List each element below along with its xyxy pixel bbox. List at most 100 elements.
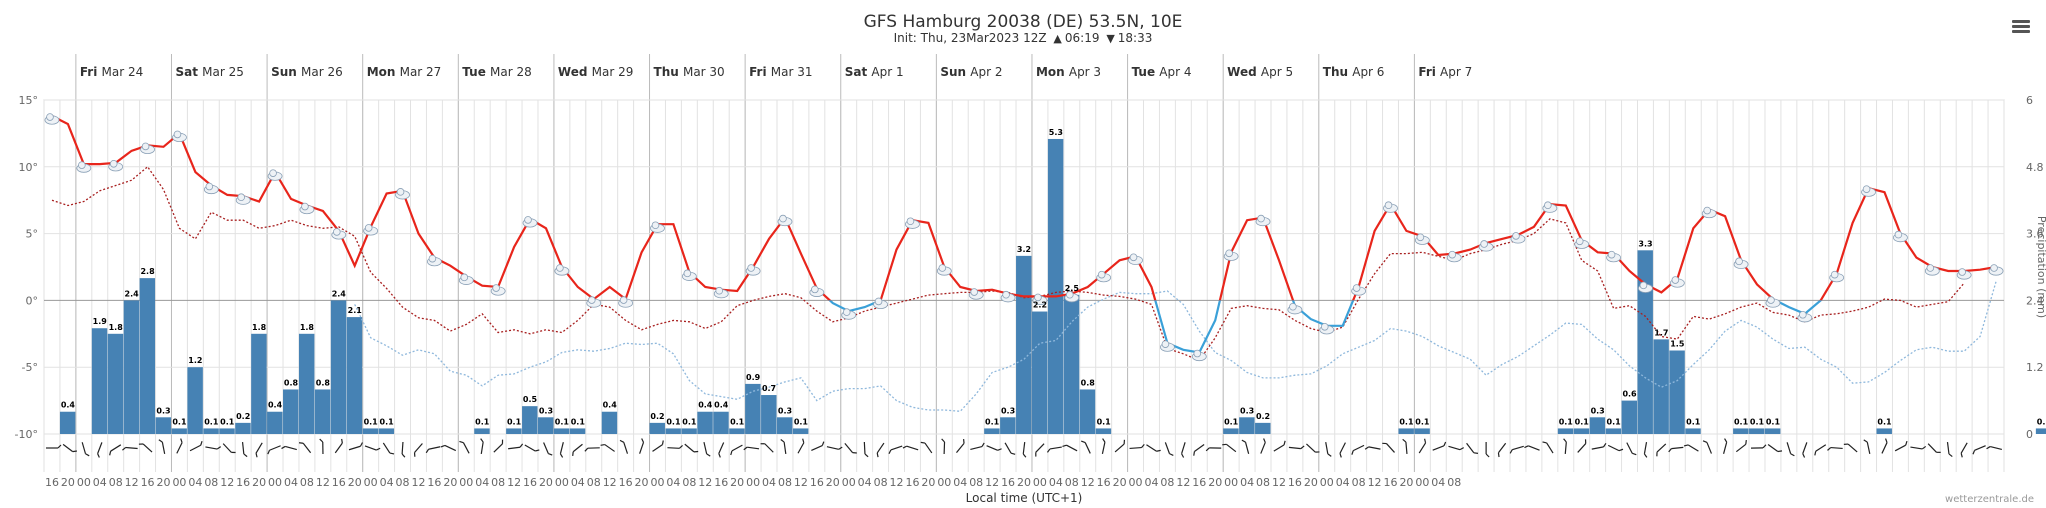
wind-arrow-icon <box>780 439 787 455</box>
wind-arrow-icon <box>1668 446 1684 453</box>
weather-symbol-icon <box>1924 264 1940 276</box>
credit-text: wetterzentrale.de <box>1945 494 2034 505</box>
precip-bar-label: 0.1 <box>1399 417 1414 426</box>
precip-bar-label: 0.9 <box>746 373 761 382</box>
precip-bar <box>649 422 665 434</box>
day-label: Sun Apr 2 <box>940 65 1002 79</box>
precip-bar <box>745 383 761 434</box>
day-label: Sun Mar 26 <box>271 65 343 79</box>
precip-bar <box>1876 428 1892 434</box>
wind-arrow-icon <box>493 439 504 453</box>
weather-symbol-icon <box>745 264 761 276</box>
precip-bar-label: 1.2 <box>188 356 202 365</box>
precip-bar <box>537 417 554 434</box>
wind-arrow-icon <box>298 442 312 454</box>
wind-arrow-icon <box>667 445 683 449</box>
hour-tick-label: 16 <box>1001 476 1015 489</box>
precip-bar <box>123 300 140 434</box>
wind-arrow-icon <box>1750 444 1767 449</box>
wind-arrow-icon <box>1542 441 1554 454</box>
precip-bar <box>1000 417 1016 434</box>
weather-symbol-icon <box>841 308 857 320</box>
weather-symbol-icon <box>1351 284 1367 296</box>
weather-symbol-icon <box>681 269 697 281</box>
wind-arrow-icon <box>267 445 281 455</box>
weather-symbol-icon <box>1287 302 1303 315</box>
hour-tick-label: 00 <box>1320 476 1334 489</box>
x-axis-title: Local time (UTC+1) <box>966 491 1083 505</box>
precip-bar-label: 0.3 <box>1591 406 1605 415</box>
precip-bar <box>681 428 697 434</box>
precip-bar <box>729 428 745 434</box>
precip-bar <box>91 328 108 434</box>
precip-bar-label: 0.1 <box>571 417 586 426</box>
wind-arrow-icon <box>189 441 203 452</box>
precip-bar <box>314 389 331 434</box>
precip-bar-label: 0.1 <box>1766 417 1781 426</box>
weather-symbol-icon <box>1446 250 1462 263</box>
wind-arrow-icon <box>1288 445 1305 450</box>
hour-tick-label: 00 <box>364 476 378 489</box>
precip-bar <box>1079 389 1096 434</box>
precip-bar <box>713 411 729 434</box>
hour-tick-label: 04 <box>858 476 872 489</box>
wind-arrow-icon <box>1402 438 1408 455</box>
wind-arrow-icon <box>334 438 343 454</box>
wind-arrow-icon <box>480 438 484 455</box>
precip-bar <box>1669 350 1685 434</box>
hour-tick-label: 16 <box>236 476 250 489</box>
wind-arrow-icon <box>1114 439 1126 453</box>
weather-symbol-icon <box>235 193 251 205</box>
precip-bar <box>569 428 586 434</box>
hour-tick-label: 08 <box>778 476 792 489</box>
precip-bar-label: 0.1 <box>204 417 219 426</box>
wind-arrow-icon <box>652 440 664 452</box>
wind-arrow-icon <box>811 441 825 451</box>
sunset-icon: ▼ <box>1106 32 1115 45</box>
wind-arrow-icon <box>584 447 600 452</box>
wind-arrow-icon <box>1972 445 1986 455</box>
wind-arrow-icon <box>559 442 564 458</box>
precip-bar-label: 0.8 <box>284 378 299 387</box>
hour-tick-label: 16 <box>1288 476 1302 489</box>
wind-arrow-icon <box>1863 439 1871 454</box>
wind-arrow-icon <box>1222 443 1237 453</box>
precip-bar <box>761 395 777 434</box>
precip-bar-label: 0.1 <box>1224 417 1239 426</box>
hour-tick-label: 00 <box>172 476 186 489</box>
weather-symbol-icon <box>1893 230 1908 243</box>
hour-tick-label: 08 <box>396 476 410 489</box>
wind-arrow-icon <box>703 442 711 457</box>
precip-bar <box>1749 428 1765 434</box>
precip-bar <box>155 417 171 434</box>
weather-symbol-icon <box>1701 206 1717 219</box>
wind-arrow-icon <box>902 445 919 451</box>
precip-bar-label: 3.3 <box>1638 239 1652 248</box>
weather-symbol-icon <box>713 286 729 299</box>
wind-arrow-icon <box>1524 445 1540 451</box>
precip-bar <box>1557 428 1574 434</box>
hour-tick-label: 16 <box>810 476 824 489</box>
precip-bar <box>283 389 299 434</box>
weather-symbol-icon <box>140 142 155 155</box>
precip-bar-label: 2.8 <box>140 267 155 276</box>
hour-tick-label: 20 <box>1017 476 1031 489</box>
weather-symbol-icon <box>44 113 60 125</box>
wind-arrow-icon <box>1767 443 1783 453</box>
wind-arrow-icon <box>1046 446 1062 453</box>
weather-symbol-icon <box>1861 185 1876 197</box>
chart-menu-icon[interactable] <box>2012 20 2030 34</box>
hour-tick-label: 00 <box>555 476 569 489</box>
precip-bar-label: 0.3 <box>156 406 170 415</box>
precip-bar <box>1016 255 1032 434</box>
precip-bar-label: 0.1 <box>1734 417 1749 426</box>
hour-tick-label: 08 <box>1352 476 1366 489</box>
hour-tick-label: 08 <box>109 476 123 489</box>
wind-arrow-icon <box>348 442 363 451</box>
precip-bar-label: 0.1 <box>985 417 1000 426</box>
precip-bar-label: 5.3 <box>1049 128 1063 137</box>
precip-bar-label: 0.1 <box>794 417 809 426</box>
wind-arrow-icon <box>97 442 103 458</box>
day-label: Thu Apr 6 <box>1323 65 1385 79</box>
weather-symbol-icon <box>1542 201 1558 213</box>
